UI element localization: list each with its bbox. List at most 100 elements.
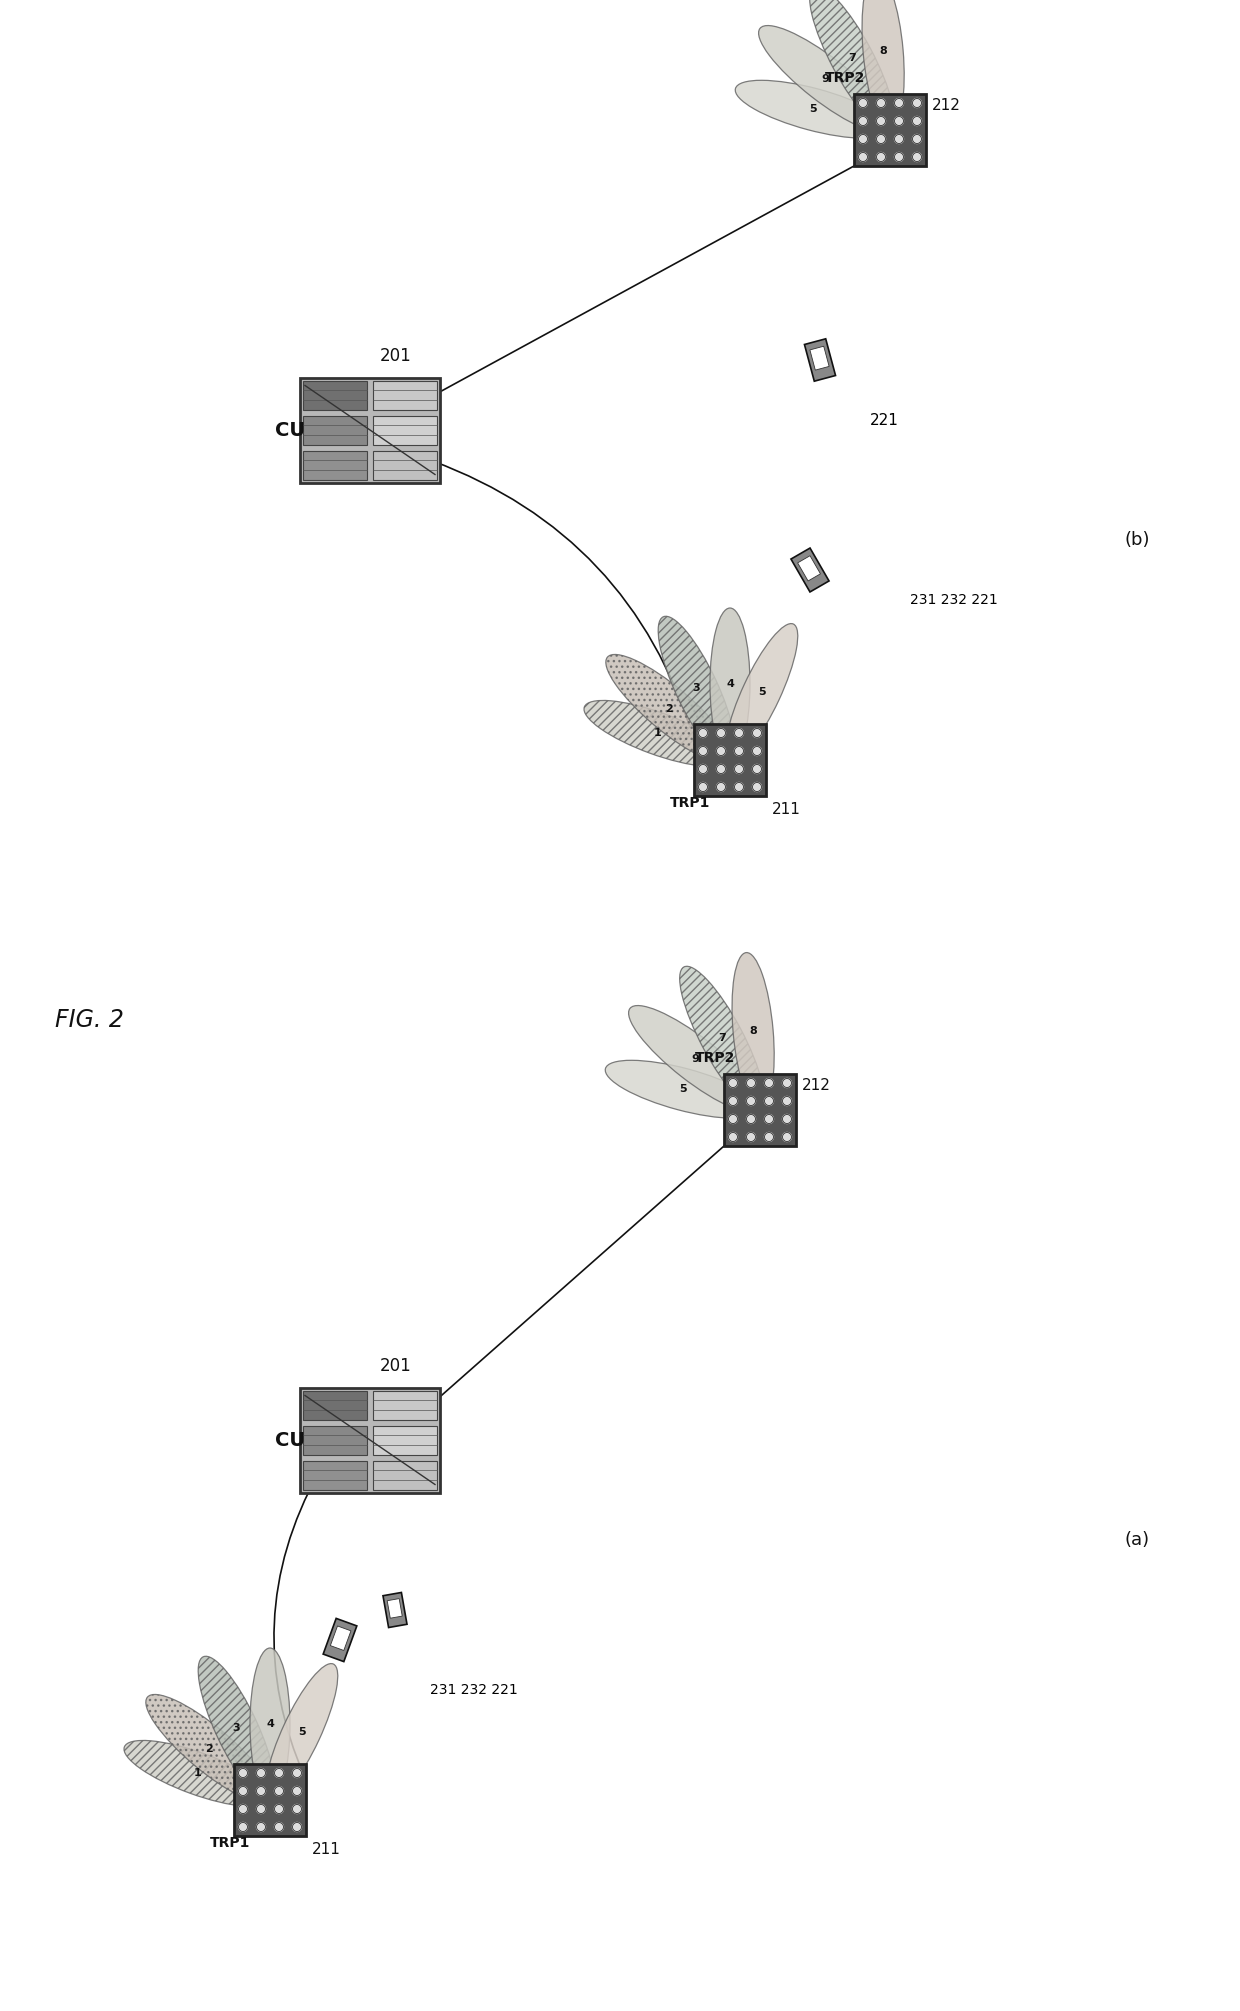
Text: 5: 5 (808, 105, 816, 115)
Polygon shape (330, 1627, 351, 1651)
Ellipse shape (198, 1657, 275, 1800)
Circle shape (238, 1822, 248, 1832)
Text: 5: 5 (298, 1727, 305, 1738)
Ellipse shape (124, 1740, 270, 1806)
Text: 4: 4 (727, 680, 734, 690)
Circle shape (293, 1822, 301, 1832)
Polygon shape (324, 1619, 357, 1661)
Polygon shape (387, 1599, 402, 1619)
Circle shape (858, 153, 868, 161)
Text: 1: 1 (653, 728, 661, 738)
Circle shape (877, 99, 885, 107)
Circle shape (913, 117, 921, 125)
Text: 5: 5 (680, 1084, 687, 1094)
Ellipse shape (735, 80, 890, 139)
Text: 8: 8 (749, 1026, 756, 1036)
Text: 212: 212 (802, 1078, 831, 1094)
Circle shape (257, 1822, 265, 1832)
Ellipse shape (810, 0, 894, 131)
Circle shape (274, 1804, 284, 1814)
Circle shape (913, 135, 921, 143)
Ellipse shape (711, 607, 750, 760)
Bar (373, 1460, 436, 1490)
Circle shape (913, 153, 921, 161)
Text: 9: 9 (691, 1054, 699, 1064)
Circle shape (782, 1114, 791, 1124)
Text: TRP1: TRP1 (670, 796, 711, 810)
Text: 221: 221 (870, 412, 899, 428)
Ellipse shape (759, 26, 892, 133)
Bar (854, 95, 926, 167)
Circle shape (746, 1132, 755, 1142)
Circle shape (717, 728, 725, 738)
Polygon shape (383, 1593, 407, 1627)
Text: (a): (a) (1125, 1530, 1149, 1548)
Bar (303, 450, 367, 479)
Circle shape (753, 782, 761, 792)
Circle shape (765, 1114, 774, 1124)
Circle shape (274, 1822, 284, 1832)
Circle shape (274, 1786, 284, 1796)
Bar (300, 1388, 440, 1492)
Text: TRP2: TRP2 (825, 70, 866, 84)
Text: 7: 7 (718, 1034, 725, 1044)
Circle shape (753, 728, 761, 738)
Polygon shape (791, 549, 830, 591)
Text: 231 232 221: 231 232 221 (430, 1683, 518, 1697)
Text: 3: 3 (233, 1723, 241, 1733)
Circle shape (765, 1078, 774, 1088)
Text: (b): (b) (1125, 531, 1149, 549)
Text: 3: 3 (693, 684, 701, 694)
Circle shape (782, 1132, 791, 1142)
Bar (303, 380, 367, 410)
Circle shape (293, 1768, 301, 1778)
Circle shape (765, 1132, 774, 1142)
Ellipse shape (146, 1695, 272, 1802)
Bar (373, 380, 436, 410)
Circle shape (734, 782, 744, 792)
Text: 212: 212 (932, 99, 961, 113)
Bar (300, 378, 440, 483)
Bar (373, 450, 436, 479)
Circle shape (746, 1078, 755, 1088)
Polygon shape (805, 338, 836, 382)
Circle shape (717, 746, 725, 756)
Circle shape (894, 135, 904, 143)
Bar (303, 1460, 367, 1490)
Ellipse shape (265, 1663, 337, 1800)
Polygon shape (810, 346, 830, 370)
Circle shape (729, 1078, 738, 1088)
Bar (234, 1764, 306, 1836)
Circle shape (894, 153, 904, 161)
Circle shape (858, 135, 868, 143)
Circle shape (894, 99, 904, 107)
Text: 2: 2 (665, 704, 672, 714)
Ellipse shape (606, 654, 732, 762)
Text: 4: 4 (267, 1719, 274, 1729)
Circle shape (877, 153, 885, 161)
Circle shape (717, 764, 725, 774)
Circle shape (734, 764, 744, 774)
Circle shape (746, 1114, 755, 1124)
Circle shape (753, 746, 761, 756)
Circle shape (257, 1804, 265, 1814)
Circle shape (717, 782, 725, 792)
Ellipse shape (725, 623, 797, 760)
Circle shape (729, 1096, 738, 1106)
Circle shape (734, 728, 744, 738)
Bar (373, 416, 436, 444)
Text: CU: CU (275, 420, 305, 440)
Circle shape (293, 1786, 301, 1796)
Ellipse shape (862, 0, 904, 131)
Circle shape (274, 1768, 284, 1778)
Circle shape (257, 1768, 265, 1778)
Bar (303, 416, 367, 444)
Text: 9: 9 (821, 74, 828, 84)
Text: TRP1: TRP1 (210, 1836, 250, 1850)
Text: 211: 211 (312, 1842, 341, 1856)
Circle shape (238, 1804, 248, 1814)
Text: 8: 8 (879, 46, 887, 56)
Circle shape (894, 117, 904, 125)
Text: 2: 2 (205, 1744, 212, 1754)
Text: 201: 201 (379, 348, 412, 366)
